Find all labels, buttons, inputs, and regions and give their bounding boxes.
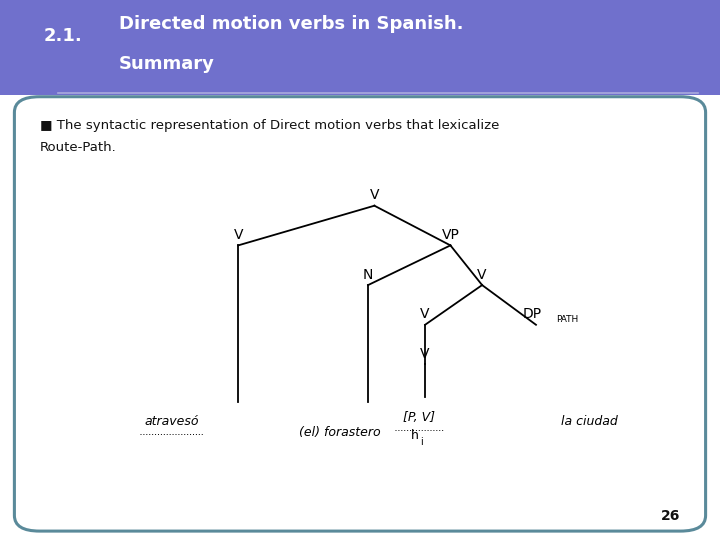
Text: la ciudad: la ciudad: [562, 415, 618, 428]
Text: 26: 26: [661, 509, 680, 523]
Text: atravesó: atravesó: [145, 415, 199, 428]
Text: VP: VP: [441, 228, 459, 242]
Text: N: N: [363, 267, 373, 281]
Text: Summary: Summary: [119, 55, 215, 73]
Text: V: V: [420, 307, 430, 321]
Text: (el) forastero: (el) forastero: [299, 426, 380, 439]
Text: V: V: [369, 188, 379, 202]
FancyBboxPatch shape: [0, 0, 720, 94]
Text: [P, V]: [P, V]: [402, 411, 435, 424]
Text: V: V: [420, 347, 430, 361]
Text: Directed motion verbs in Spanish.: Directed motion verbs in Spanish.: [119, 15, 463, 32]
Text: Route-Path.: Route-Path.: [40, 141, 117, 154]
Text: PATH: PATH: [556, 315, 578, 325]
Text: DP: DP: [523, 307, 542, 321]
Text: h: h: [411, 429, 419, 442]
Text: V: V: [477, 267, 487, 281]
Text: V: V: [233, 228, 243, 242]
Text: 2.1.: 2.1.: [43, 27, 82, 45]
Text: i: i: [420, 437, 423, 448]
Text: ■ The syntactic representation of Direct motion verbs that lexicalize: ■ The syntactic representation of Direct…: [40, 119, 499, 132]
FancyBboxPatch shape: [14, 97, 706, 531]
